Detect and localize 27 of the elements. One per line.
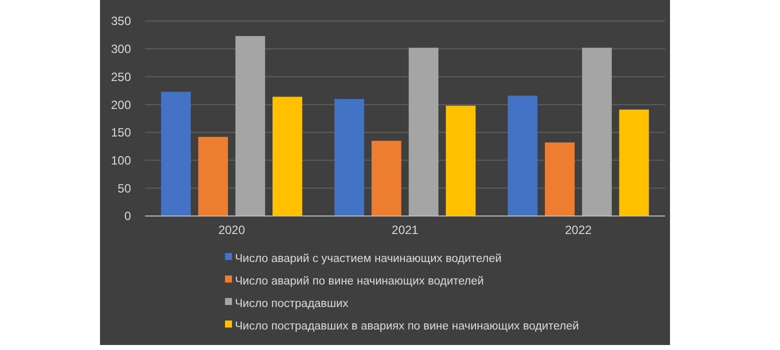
y-tick-label: 200 — [110, 98, 132, 112]
y-tick-label: 100 — [110, 153, 132, 168]
bar — [619, 110, 649, 216]
y-tick-label: 50 — [118, 181, 132, 196]
legend-label: Число пострадавших — [235, 298, 349, 310]
x-tick-label: 2020 — [218, 223, 246, 237]
y-tick-label: 300 — [110, 42, 132, 56]
legend-label: Число пострадавших в авариях по вине начинающих водителей — [235, 320, 579, 333]
bar — [198, 136, 228, 216]
y-tick-label: 0 — [124, 209, 132, 224]
x-tick-label: 2021 — [392, 223, 419, 237]
bar — [161, 92, 191, 216]
bar — [408, 48, 438, 216]
legend-label: Число аварий с участием начинающих водителей — [235, 253, 502, 266]
bar — [272, 96, 302, 216]
bar — [544, 142, 575, 216]
legend-label: Число аварий по вине начинающих водителей — [235, 276, 484, 288]
bar — [372, 140, 402, 216]
y-tick-label: 150 — [110, 126, 132, 140]
bar — [582, 48, 612, 216]
bar — [235, 36, 266, 216]
bar — [334, 99, 364, 216]
x-tick-label: 2022 — [564, 223, 592, 237]
bar — [508, 96, 538, 216]
y-tick-label: 250 — [110, 70, 132, 84]
bar — [446, 106, 476, 216]
y-tick-label: 350 — [110, 14, 132, 28]
